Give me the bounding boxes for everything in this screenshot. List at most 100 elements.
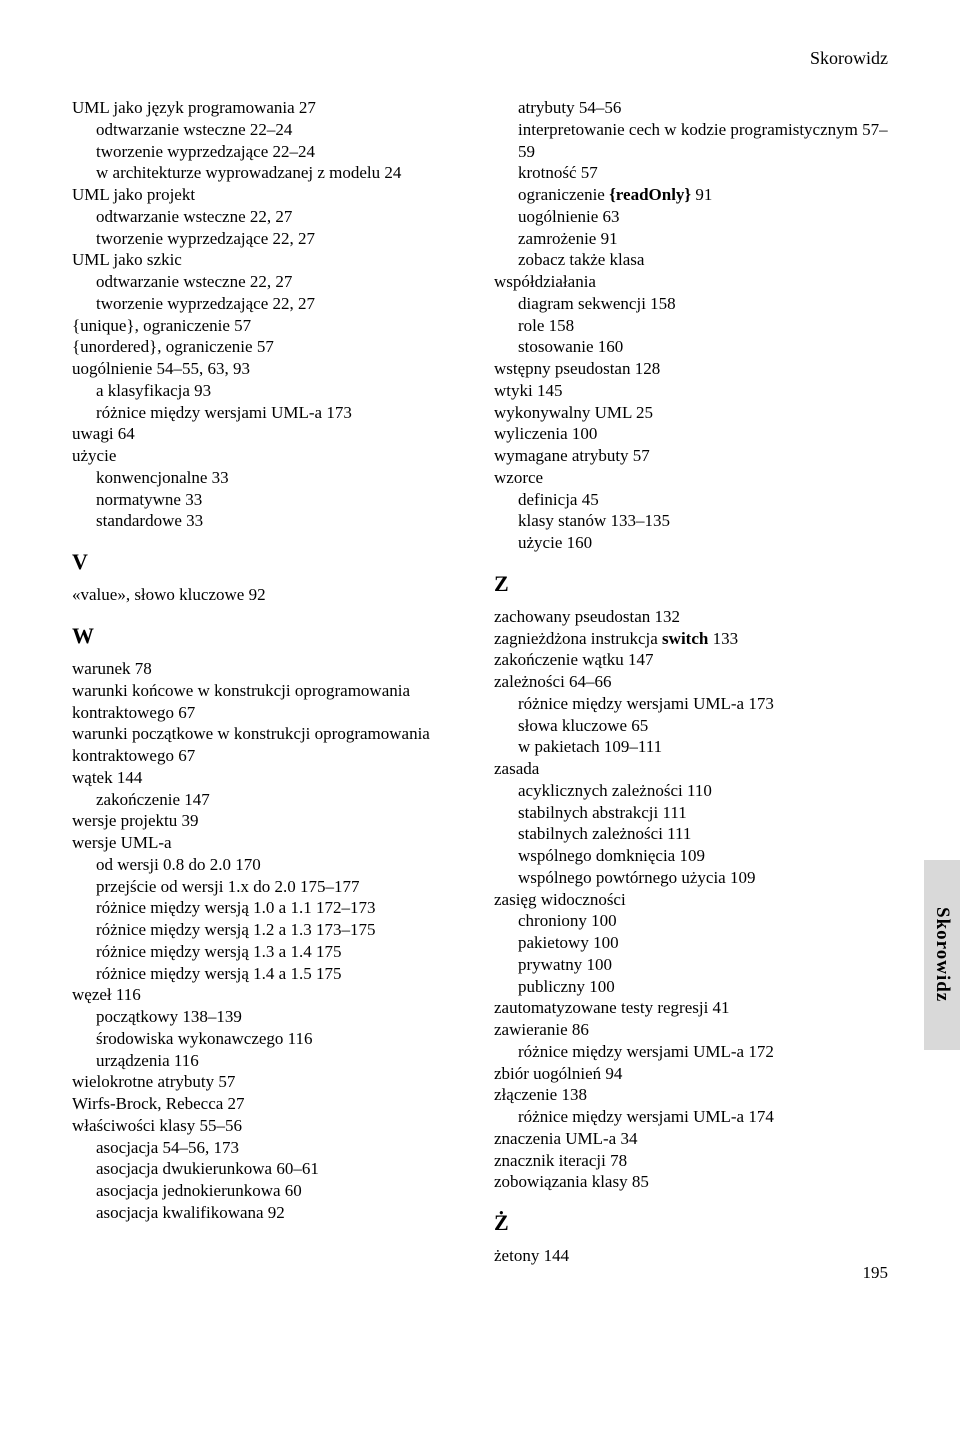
index-entry: początkowy 138–139	[72, 1006, 466, 1028]
index-entry: współdziałania	[494, 271, 888, 293]
index-entry: wspólnego domknięcia 109	[494, 845, 888, 867]
index-entry: zbiór uogólnień 94	[494, 1063, 888, 1085]
index-entry: w architekturze wyprowadzanej z modelu 2…	[72, 162, 466, 184]
index-entry: diagram sekwencji 158	[494, 293, 888, 315]
index-entry: klasy stanów 133–135	[494, 510, 888, 532]
index-entry: UML jako język programowania 27	[72, 97, 466, 119]
index-entry: uogólnienie 54–55, 63, 93	[72, 358, 466, 380]
index-entry: urządzenia 116	[72, 1050, 466, 1072]
index-entry: pakietowy 100	[494, 932, 888, 954]
index-entry: odtwarzanie wsteczne 22, 27	[72, 271, 466, 293]
index-entry: uogólnienie 63	[494, 206, 888, 228]
index-entry: wersje UML-a	[72, 832, 466, 854]
index-entry: węzeł 116	[72, 984, 466, 1006]
index-entry: zobacz także klasa	[494, 249, 888, 271]
index-entry: standardowe 33	[72, 510, 466, 532]
index-entry: użycie 160	[494, 532, 888, 554]
index-entry: zautomatyzowane testy regresji 41	[494, 997, 888, 1019]
index-entry: znaczenia UML-a 34	[494, 1128, 888, 1150]
index-entry: użycie	[72, 445, 466, 467]
index-entry: stabilnych zależności 111	[494, 823, 888, 845]
index-entry: definicja 45	[494, 489, 888, 511]
index-entry: znacznik iteracji 78	[494, 1150, 888, 1172]
index-entry: różnice między wersjami UML-a 173	[494, 693, 888, 715]
index-entry: wtyki 145	[494, 380, 888, 402]
index-column-left: UML jako język programowania 27odtwarzan…	[72, 97, 466, 1267]
index-entry: tworzenie wyprzedzające 22–24	[72, 141, 466, 163]
index-entry: zachowany pseudostan 132	[494, 606, 888, 628]
index-page: Skorowidz UML jako język programowania 2…	[0, 0, 960, 1307]
index-entry: zależności 64–66	[494, 671, 888, 693]
index-entry: przejście od wersji 1.x do 2.0 175–177	[72, 876, 466, 898]
index-entry: wielokrotne atrybuty 57	[72, 1071, 466, 1093]
index-entry: różnice między wersją 1.2 a 1.3 173–175	[72, 919, 466, 941]
index-entry: Wirfs-Brock, Rebecca 27	[72, 1093, 466, 1115]
index-entry: zawieranie 86	[494, 1019, 888, 1041]
index-entry: publiczny 100	[494, 976, 888, 998]
index-entry: zasada	[494, 758, 888, 780]
index-entry: wspólnego powtórnego użycia 109	[494, 867, 888, 889]
index-entry: role 158	[494, 315, 888, 337]
index-entry: chroniony 100	[494, 910, 888, 932]
index-entry: zakończenie 147	[72, 789, 466, 811]
section-letter: V	[72, 548, 466, 576]
index-entry: «value», słowo kluczowe 92	[72, 584, 466, 606]
thumb-tab-label: Skorowidz	[931, 907, 953, 1002]
index-entry: tworzenie wyprzedzające 22, 27	[72, 293, 466, 315]
index-entry: asocjacja dwukierunkowa 60–61	[72, 1158, 466, 1180]
running-head: Skorowidz	[72, 48, 888, 69]
index-entry: interpretowanie cech w kodzie programist…	[494, 119, 888, 163]
index-entry: różnice między wersją 1.0 a 1.1 172–173	[72, 897, 466, 919]
index-entry: atrybuty 54–56	[494, 97, 888, 119]
index-entry: UML jako projekt	[72, 184, 466, 206]
index-entry: stabilnych abstrakcji 111	[494, 802, 888, 824]
index-entry: {unique}, ograniczenie 57	[72, 315, 466, 337]
thumb-tab: Skorowidz	[924, 860, 960, 1050]
section-letter: W	[72, 622, 466, 650]
index-entry: różnice między wersją 1.3 a 1.4 175	[72, 941, 466, 963]
index-entry: różnice między wersjami UML-a 172	[494, 1041, 888, 1063]
index-entry: ograniczenie {readOnly} 91	[494, 184, 888, 206]
index-entry: wyliczenia 100	[494, 423, 888, 445]
index-entry: UML jako szkic	[72, 249, 466, 271]
index-entry: różnice między wersjami UML-a 174	[494, 1106, 888, 1128]
index-entry: od wersji 0.8 do 2.0 170	[72, 854, 466, 876]
section-letter: Ż	[494, 1209, 888, 1237]
index-entry: odtwarzanie wsteczne 22–24	[72, 119, 466, 141]
page-number: 195	[863, 1263, 889, 1283]
index-columns: UML jako język programowania 27odtwarzan…	[72, 97, 888, 1267]
index-entry: warunek 78	[72, 658, 466, 680]
index-entry: zakończenie wątku 147	[494, 649, 888, 671]
index-entry: prywatny 100	[494, 954, 888, 976]
index-entry: zamrożenie 91	[494, 228, 888, 250]
index-entry: wymagane atrybuty 57	[494, 445, 888, 467]
index-entry: konwencjonalne 33	[72, 467, 466, 489]
index-entry: w pakietach 109–111	[494, 736, 888, 758]
index-entry: asocjacja 54–56, 173	[72, 1137, 466, 1159]
index-entry: normatywne 33	[72, 489, 466, 511]
index-entry: żetony 144	[494, 1245, 888, 1267]
index-entry: tworzenie wyprzedzające 22, 27	[72, 228, 466, 250]
index-entry: asocjacja jednokierunkowa 60	[72, 1180, 466, 1202]
index-entry: uwagi 64	[72, 423, 466, 445]
index-entry: stosowanie 160	[494, 336, 888, 358]
index-entry: zagnieżdżona instrukcja switch 133	[494, 628, 888, 650]
index-entry: właściwości klasy 55–56	[72, 1115, 466, 1137]
index-entry: różnice między wersją 1.4 a 1.5 175	[72, 963, 466, 985]
index-entry: złączenie 138	[494, 1084, 888, 1106]
index-entry: wątek 144	[72, 767, 466, 789]
index-entry: zobowiązania klasy 85	[494, 1171, 888, 1193]
index-entry: wersje projektu 39	[72, 810, 466, 832]
index-column-right: atrybuty 54–56interpretowanie cech w kod…	[494, 97, 888, 1267]
index-entry: {unordered}, ograniczenie 57	[72, 336, 466, 358]
section-letter: Z	[494, 570, 888, 598]
index-entry: asocjacja kwalifikowana 92	[72, 1202, 466, 1224]
index-entry: zasięg widoczności	[494, 889, 888, 911]
index-entry: warunki końcowe w konstrukcji oprogramow…	[72, 680, 466, 724]
index-entry: acyklicznych zależności 110	[494, 780, 888, 802]
index-entry: środowiska wykonawczego 116	[72, 1028, 466, 1050]
index-entry: różnice między wersjami UML-a 173	[72, 402, 466, 424]
index-entry: odtwarzanie wsteczne 22, 27	[72, 206, 466, 228]
index-entry: wzorce	[494, 467, 888, 489]
index-entry: wykonywalny UML 25	[494, 402, 888, 424]
